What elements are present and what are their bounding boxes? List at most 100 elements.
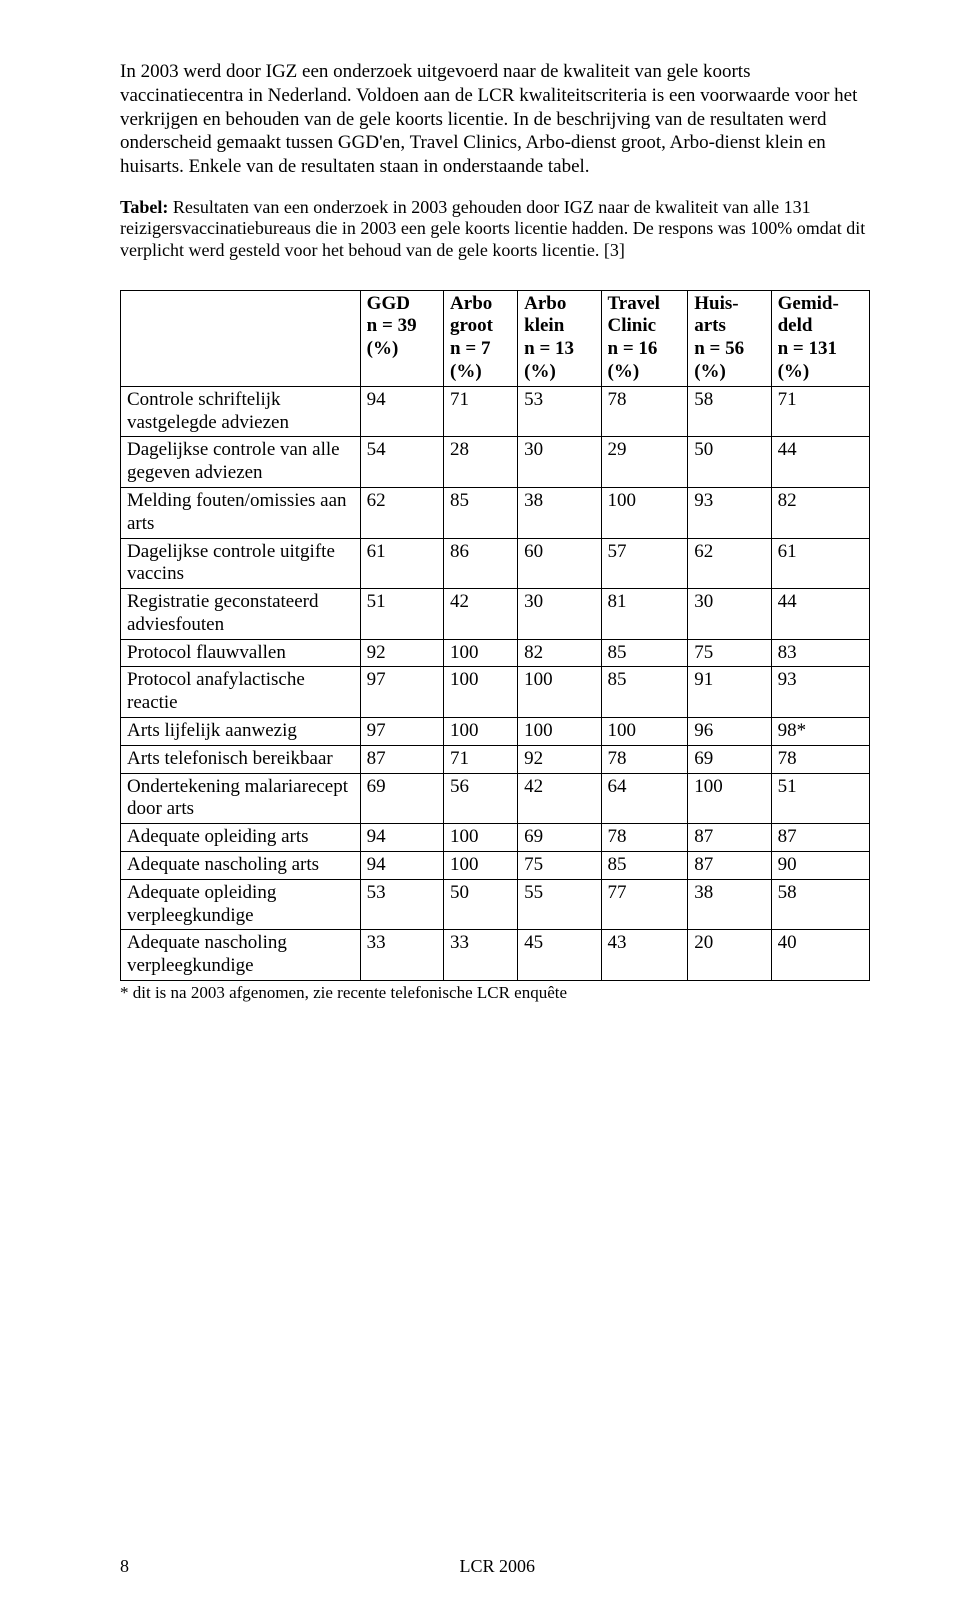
table-header-travel-clinic: Travel Clinic n = 16 (%) xyxy=(601,290,688,386)
cell-value: 87 xyxy=(360,745,443,773)
cell-value: 71 xyxy=(444,745,518,773)
cell-value: 62 xyxy=(688,538,771,589)
cell-value: 33 xyxy=(444,930,518,981)
cell-value: 50 xyxy=(444,879,518,930)
cell-value: 53 xyxy=(360,879,443,930)
cell-value: 86 xyxy=(444,538,518,589)
cell-value: 92 xyxy=(518,745,601,773)
cell-value: 100 xyxy=(444,718,518,746)
table-header-arbo-groot: Arbo groot n = 7 (%) xyxy=(444,290,518,386)
table-row: Arts lijfelijk aanwezig971001001009698* xyxy=(121,718,870,746)
row-label: Arts telefonisch bereikbaar xyxy=(121,745,361,773)
cell-value: 43 xyxy=(601,930,688,981)
row-label: Dagelijkse controle van alle gegeven adv… xyxy=(121,437,361,488)
cell-value: 81 xyxy=(601,589,688,640)
cell-value: 97 xyxy=(360,718,443,746)
table-row: Dagelijkse controle uitgifte vaccins6186… xyxy=(121,538,870,589)
cell-value: 85 xyxy=(444,487,518,538)
table-row: Arts telefonisch bereikbaar877192786978 xyxy=(121,745,870,773)
cell-value: 91 xyxy=(688,667,771,718)
row-label: Protocol flauwvallen xyxy=(121,639,361,667)
cell-value: 85 xyxy=(601,852,688,880)
row-label: Adequate nascholing arts xyxy=(121,852,361,880)
cell-value: 29 xyxy=(601,437,688,488)
cell-value: 69 xyxy=(688,745,771,773)
cell-value: 55 xyxy=(518,879,601,930)
table-row: Melding fouten/omissies aan arts62853810… xyxy=(121,487,870,538)
cell-value: 100 xyxy=(518,718,601,746)
cell-value: 61 xyxy=(360,538,443,589)
cell-value: 100 xyxy=(444,824,518,852)
table-row: Registratie geconstateerd adviesfouten51… xyxy=(121,589,870,640)
table-header-ggd: GGD n = 39 (%) xyxy=(360,290,443,386)
cell-value: 92 xyxy=(360,639,443,667)
cell-value: 100 xyxy=(688,773,771,824)
cell-value: 57 xyxy=(601,538,688,589)
cell-value: 51 xyxy=(771,773,869,824)
table-caption: Tabel: Resultaten van een onderzoek in 2… xyxy=(120,197,870,262)
cell-value: 100 xyxy=(518,667,601,718)
cell-value: 42 xyxy=(444,589,518,640)
cell-value: 71 xyxy=(771,386,869,437)
row-label: Adequate nascholing verpleegkundige xyxy=(121,930,361,981)
cell-value: 38 xyxy=(518,487,601,538)
cell-value: 87 xyxy=(771,824,869,852)
row-label: Adequate opleiding verpleegkundige xyxy=(121,879,361,930)
row-label: Registratie geconstateerd adviesfouten xyxy=(121,589,361,640)
table-caption-label: Tabel: xyxy=(120,197,168,217)
cell-value: 30 xyxy=(688,589,771,640)
cell-value: 98* xyxy=(771,718,869,746)
cell-value: 45 xyxy=(518,930,601,981)
cell-value: 28 xyxy=(444,437,518,488)
cell-value: 38 xyxy=(688,879,771,930)
table-row: Adequate opleiding verpleegkundige535055… xyxy=(121,879,870,930)
page-footer: 8 LCR 2006 . xyxy=(120,1556,870,1577)
table-row: Adequate nascholing verpleegkundige33334… xyxy=(121,930,870,981)
table-footnote: * dit is na 2003 afgenomen, zie recente … xyxy=(120,983,870,1003)
row-label: Melding fouten/omissies aan arts xyxy=(121,487,361,538)
row-label: Controle schriftelijk vastgelegde adviez… xyxy=(121,386,361,437)
cell-value: 94 xyxy=(360,386,443,437)
cell-value: 93 xyxy=(771,667,869,718)
cell-value: 71 xyxy=(444,386,518,437)
row-label: Arts lijfelijk aanwezig xyxy=(121,718,361,746)
doc-identifier: LCR 2006 xyxy=(459,1556,535,1577)
cell-value: 58 xyxy=(771,879,869,930)
row-label: Dagelijkse controle uitgifte vaccins xyxy=(121,538,361,589)
table-header-gemiddeld: Gemid- deld n = 131 (%) xyxy=(771,290,869,386)
table-row: Ondertekening malariarecept door arts695… xyxy=(121,773,870,824)
table-row: Protocol anafylactische reactie971001008… xyxy=(121,667,870,718)
cell-value: 97 xyxy=(360,667,443,718)
cell-value: 33 xyxy=(360,930,443,981)
cell-value: 85 xyxy=(601,639,688,667)
table-row: Protocol flauwvallen9210082857583 xyxy=(121,639,870,667)
cell-value: 78 xyxy=(601,824,688,852)
cell-value: 100 xyxy=(444,639,518,667)
cell-value: 60 xyxy=(518,538,601,589)
cell-value: 50 xyxy=(688,437,771,488)
cell-value: 44 xyxy=(771,589,869,640)
cell-value: 20 xyxy=(688,930,771,981)
cell-value: 82 xyxy=(518,639,601,667)
cell-value: 94 xyxy=(360,824,443,852)
intro-paragraph: In 2003 werd door IGZ een onderzoek uitg… xyxy=(120,60,870,179)
cell-value: 61 xyxy=(771,538,869,589)
cell-value: 82 xyxy=(771,487,869,538)
cell-value: 83 xyxy=(771,639,869,667)
cell-value: 100 xyxy=(444,852,518,880)
cell-value: 94 xyxy=(360,852,443,880)
results-table: GGD n = 39 (%) Arbo groot n = 7 (%) xyxy=(120,290,870,982)
cell-value: 64 xyxy=(601,773,688,824)
cell-value: 100 xyxy=(601,718,688,746)
page-number: 8 xyxy=(120,1556,129,1577)
cell-value: 78 xyxy=(601,745,688,773)
cell-value: 75 xyxy=(518,852,601,880)
row-label: Adequate opleiding arts xyxy=(121,824,361,852)
table-row: Controle schriftelijk vastgelegde adviez… xyxy=(121,386,870,437)
document-page: In 2003 werd door IGZ een onderzoek uitg… xyxy=(0,0,960,1613)
table-row: Adequate opleiding arts9410069788787 xyxy=(121,824,870,852)
cell-value: 62 xyxy=(360,487,443,538)
table-header-row: GGD n = 39 (%) Arbo groot n = 7 (%) xyxy=(121,290,870,386)
cell-value: 56 xyxy=(444,773,518,824)
table-row: Adequate nascholing arts9410075858790 xyxy=(121,852,870,880)
